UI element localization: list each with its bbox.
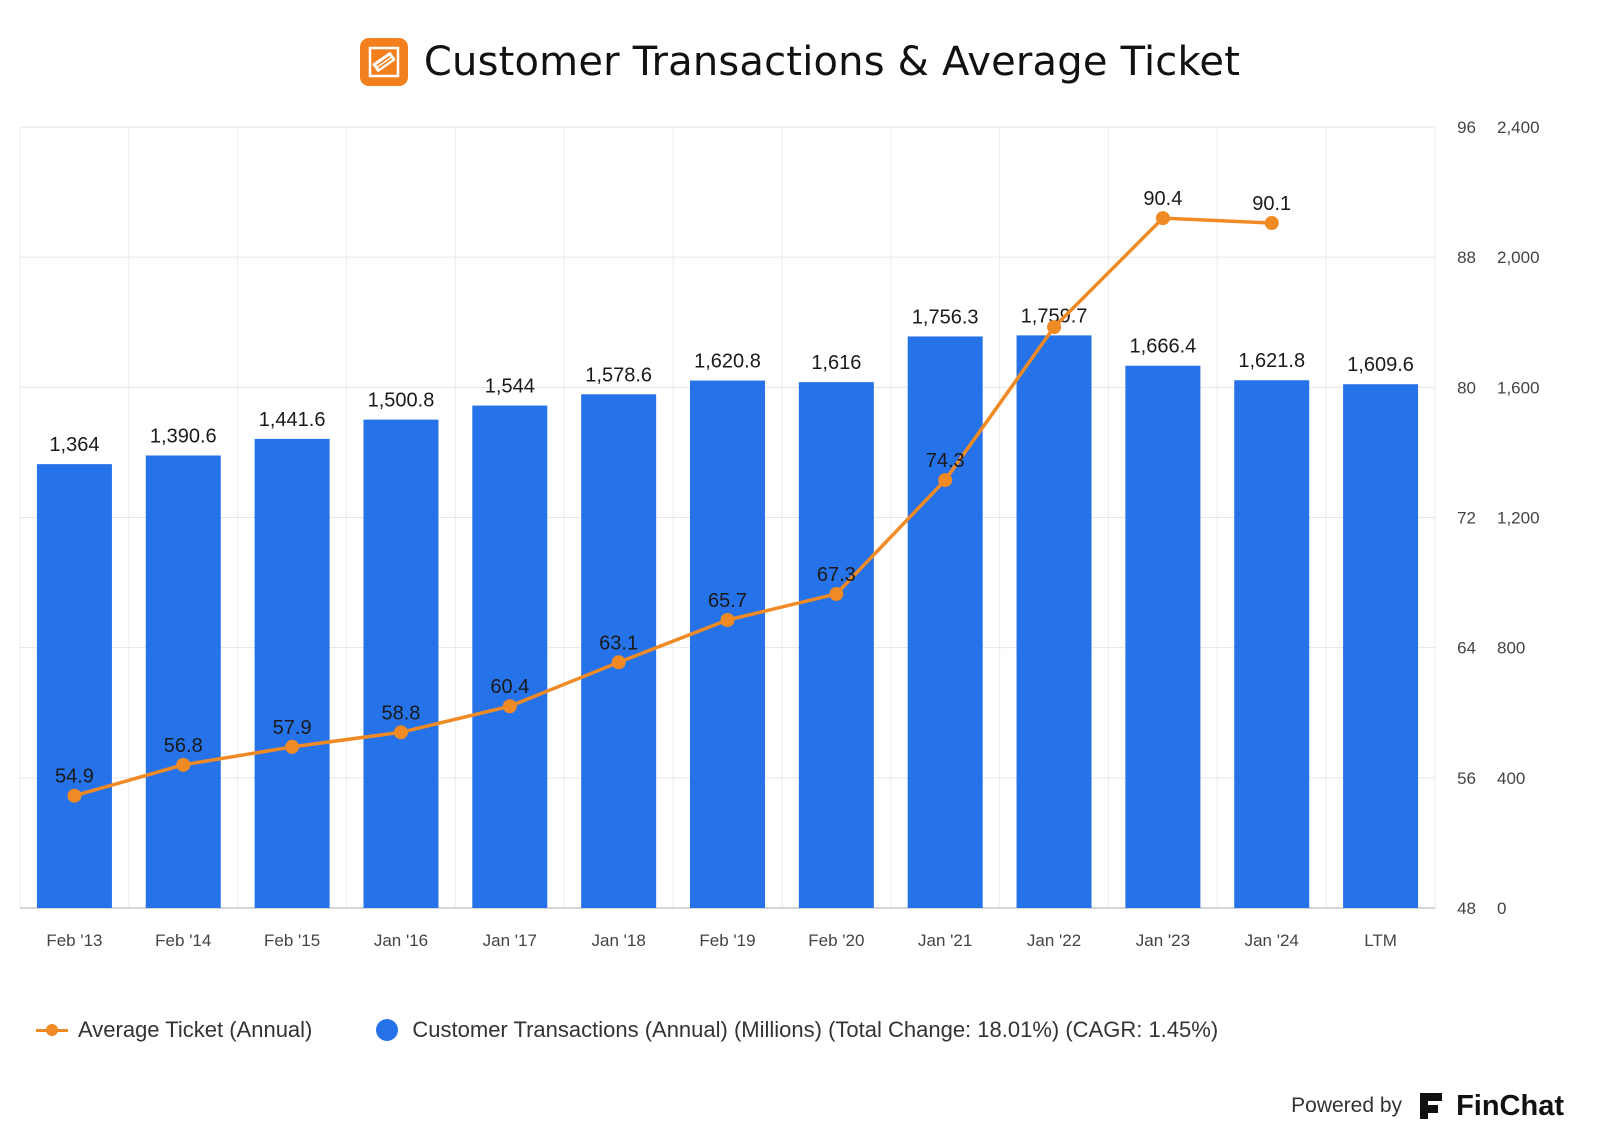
axes: 48 0 56 400 64 800 72 1,200 80 1,600 88 2,000 96 2,40… (46, 118, 1539, 950)
legend-label-average-ticket: Average Ticket (Annual) (78, 1017, 313, 1042)
average-ticket-label: 60.4 (490, 676, 529, 698)
transactions-bar-label: 1,609.6 (1347, 354, 1414, 376)
average-ticket-point[interactable] (829, 586, 844, 601)
transactions-bar[interactable] (1125, 365, 1201, 908)
x-axis-tick-label: Jan '17 (483, 931, 537, 950)
ticket-axis-tick-label: 72 (1457, 509, 1476, 528)
line-swatch-icon (36, 1020, 68, 1040)
average-ticket-point[interactable] (285, 739, 300, 754)
home-depot-logo-icon (359, 38, 408, 86)
average-ticket-label: 90.4 (1143, 188, 1182, 210)
x-axis-tick-label: Jan '21 (918, 931, 972, 950)
average-ticket-label: 67.3 (817, 564, 856, 586)
transactions-bar[interactable] (798, 382, 874, 908)
transactions-bar-label: 1,578.6 (585, 364, 652, 386)
average-ticket-point[interactable] (1047, 320, 1062, 335)
chart-header: Customer Transactions & Average Ticket (0, 30, 1600, 94)
transactions-bar[interactable] (1343, 384, 1419, 908)
transactions-bar[interactable] (254, 438, 330, 908)
transactions-bar-label: 1,666.4 (1130, 336, 1197, 358)
chart-title: Customer Transactions & Average Ticket (423, 39, 1241, 85)
average-ticket-labels: 54.9 56.8 57.9 58.8 60.4 63.1 65.7 67.3 74.3 90.4… (55, 188, 1291, 788)
x-axis-tick-label: Feb '15 (264, 931, 320, 950)
transactions-bar-label: 1,500.8 (368, 390, 435, 412)
average-ticket-label: 54.9 (55, 766, 94, 788)
average-ticket-point[interactable] (938, 473, 953, 488)
average-ticket-point[interactable] (67, 788, 82, 803)
average-ticket-point[interactable] (176, 757, 191, 772)
transactions-bar[interactable] (1016, 335, 1092, 909)
powered-by-text: Powered by (1291, 1094, 1403, 1117)
transactions-bar[interactable] (690, 380, 765, 908)
transactions-bar[interactable] (145, 455, 221, 908)
transactions-bar-label: 1,620.8 (694, 351, 761, 373)
average-ticket-point[interactable] (611, 655, 626, 670)
average-ticket-point[interactable] (720, 613, 735, 628)
ticket-axis-tick-label: 80 (1457, 378, 1476, 397)
average-ticket-label: 58.8 (381, 702, 420, 724)
transactions-bar[interactable] (1234, 380, 1310, 908)
transactions-bar-label: 1,544 (485, 376, 535, 398)
average-ticket-label: 74.3 (926, 450, 965, 472)
powered-by-footer: Powered by FinChat (1291, 1086, 1564, 1126)
average-ticket-label: 90.1 (1252, 193, 1291, 215)
average-ticket-points (67, 211, 1279, 803)
x-axis-tick-label: Jan '16 (374, 931, 428, 950)
legend-label-customer-transactions: Customer Transactions (Annual) (Millions… (412, 1017, 1219, 1042)
average-ticket-label: 63.1 (599, 632, 638, 654)
transactions-bar[interactable] (472, 405, 548, 908)
transactions-axis-tick-label: 2,000 (1497, 248, 1540, 267)
chart-legend: Average Ticket (Annual) Customer Transac… (36, 1012, 1282, 1048)
transactions-bar[interactable] (907, 336, 983, 908)
average-ticket-point[interactable] (393, 725, 408, 740)
average-ticket-label: 56.8 (164, 735, 203, 757)
transactions-axis-tick-label: 2,400 (1497, 118, 1540, 137)
average-ticket-label: 57.9 (273, 717, 312, 739)
finchat-logo-icon (1420, 1093, 1443, 1119)
ticket-axis-tick-label: 64 (1457, 639, 1476, 658)
transactions-bar[interactable] (363, 419, 439, 908)
average-ticket-label: 65.7 (708, 590, 747, 612)
x-axis-tick-label: Jan '22 (1027, 931, 1081, 950)
x-axis-tick-label: Jan '18 (592, 931, 646, 950)
x-axis-tick-label: Jan '24 (1245, 931, 1299, 950)
average-ticket-series-line (73, 216, 1272, 798)
x-axis-tick-label: Feb '14 (155, 931, 211, 950)
transactions-bar[interactable] (36, 464, 112, 908)
transactions-bar-label: 1,364 (49, 434, 99, 456)
transactions-axis-tick-label: 0 (1497, 899, 1506, 918)
transactions-bar-label: 1,616 (811, 352, 861, 374)
transactions-bar-label: 1,621.8 (1238, 350, 1305, 372)
ticket-axis-tick-label: 96 (1457, 118, 1476, 137)
ticket-axis-tick-label: 56 (1457, 769, 1476, 788)
ticket-axis-tick-label: 48 (1457, 899, 1476, 918)
transactions-axis-tick-label: 1,200 (1497, 509, 1540, 528)
x-axis-tick-label: Feb '20 (808, 931, 864, 950)
average-ticket-point[interactable] (1264, 215, 1279, 230)
dot-swatch-icon (376, 1019, 399, 1041)
transactions-axis-tick-label: 400 (1497, 769, 1525, 788)
transactions-bars (36, 335, 1419, 909)
transactions-bar-label: 1,756.3 (912, 306, 979, 328)
home-depot-logo-mark (368, 46, 400, 78)
legend-item-customer-transactions[interactable]: Customer Transactions (Annual) (Millions… (376, 1017, 1218, 1043)
average-ticket-line (73, 216, 1272, 798)
legend-item-average-ticket[interactable]: Average Ticket (Annual) (36, 1017, 312, 1043)
transactions-bar-label: 1,390.6 (150, 425, 217, 447)
x-axis-tick-label: Jan '23 (1136, 931, 1190, 950)
transactions-bar-label: 1,441.6 (259, 409, 326, 431)
average-ticket-point[interactable] (1155, 211, 1170, 226)
transactions-bar-labels: 1,364 1,390.6 1,441.6 1,500.8 1,544 1,578.6 1,… (49, 305, 1414, 456)
transactions-axis-tick-label: 1,600 (1497, 378, 1540, 397)
finchat-brand[interactable]: FinChat (1414, 1089, 1564, 1123)
finchat-brand-name: FinChat (1456, 1089, 1564, 1122)
x-axis-tick-label: Feb '13 (46, 931, 102, 950)
x-axis-tick-label: Feb '19 (699, 931, 755, 950)
ticket-axis-tick-label: 88 (1457, 248, 1476, 267)
x-axis-tick-label: LTM (1364, 931, 1397, 950)
average-ticket-point[interactable] (502, 699, 517, 714)
transactions-axis-tick-label: 800 (1497, 639, 1525, 658)
